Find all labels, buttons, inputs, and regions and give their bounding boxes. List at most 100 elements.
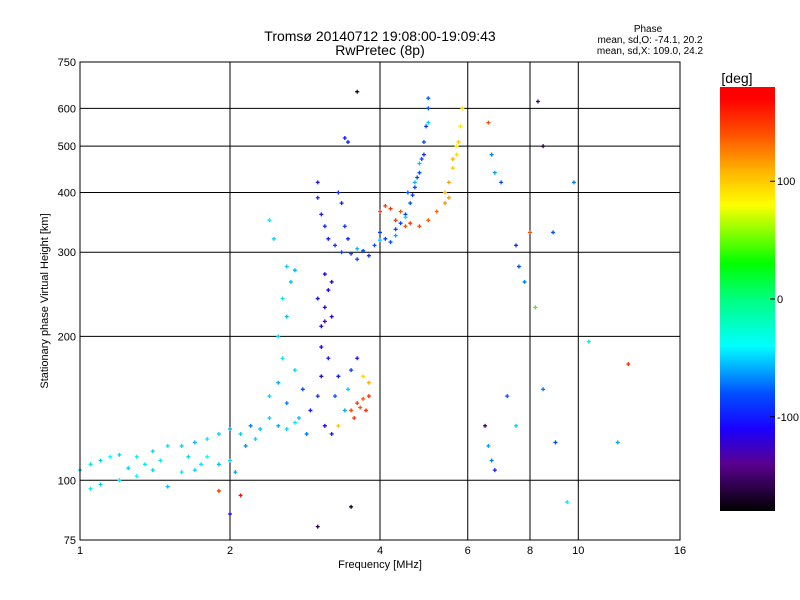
data-point xyxy=(165,484,170,489)
data-point xyxy=(296,415,301,420)
data-point xyxy=(419,157,424,162)
data-point xyxy=(228,458,232,463)
data-point xyxy=(322,272,327,277)
data-point xyxy=(315,394,320,399)
stats-x-mode: mean, sd,X: 109.0, 24.2 xyxy=(597,46,704,57)
data-point xyxy=(142,462,147,467)
x-tick-label: 1 xyxy=(77,545,83,557)
data-point xyxy=(393,233,398,238)
data-point xyxy=(355,257,360,262)
data-point xyxy=(276,334,281,339)
data-point xyxy=(319,374,324,379)
data-point xyxy=(284,401,289,406)
data-point xyxy=(366,380,371,385)
data-point xyxy=(450,157,455,162)
data-point xyxy=(615,440,620,445)
data-point xyxy=(267,218,272,223)
data-point xyxy=(134,454,139,459)
x-tick-label: 6 xyxy=(465,545,471,557)
data-point xyxy=(499,180,504,185)
y-tick-label: 100 xyxy=(58,475,76,487)
data-point xyxy=(345,387,350,392)
data-point xyxy=(267,415,272,420)
data-point xyxy=(456,140,461,145)
data-point xyxy=(117,478,122,483)
data-point xyxy=(179,443,184,448)
data-point xyxy=(98,482,103,487)
data-point xyxy=(352,415,357,420)
data-point xyxy=(339,250,344,255)
data-point xyxy=(284,314,289,319)
colorbar-tick-label: 0 xyxy=(777,294,783,306)
data-point xyxy=(361,374,366,379)
data-point xyxy=(326,236,331,241)
data-point xyxy=(192,468,197,473)
data-point xyxy=(216,431,221,436)
data-point xyxy=(535,99,540,104)
x-tick-label: 4 xyxy=(377,545,383,557)
data-point xyxy=(253,436,258,441)
data-point xyxy=(304,431,309,436)
data-point xyxy=(329,314,334,319)
data-point xyxy=(372,243,377,248)
data-point xyxy=(336,423,341,428)
data-point xyxy=(458,124,463,129)
data-point xyxy=(134,474,139,479)
data-point xyxy=(322,224,327,229)
data-point xyxy=(434,209,439,214)
data-point xyxy=(454,144,459,149)
data-point xyxy=(355,246,360,251)
data-point xyxy=(158,458,163,463)
data-point xyxy=(199,462,204,467)
data-point xyxy=(300,387,305,392)
data-point xyxy=(308,408,313,413)
data-point xyxy=(333,394,338,399)
x-tick-label: 10 xyxy=(572,545,584,557)
y-tick-label: 75 xyxy=(64,535,76,547)
data-point xyxy=(412,185,417,190)
data-point xyxy=(541,387,546,392)
data-point xyxy=(349,251,354,256)
y-tick-labels: 75 100 200 300 400 500 600 750 xyxy=(58,57,76,547)
data-point xyxy=(258,427,263,432)
data-point xyxy=(292,268,297,273)
data-point xyxy=(403,224,408,229)
x-tick-label: 8 xyxy=(527,545,533,557)
data-point xyxy=(322,305,327,310)
data-point xyxy=(98,458,103,463)
data-point xyxy=(565,500,570,505)
data-point xyxy=(117,452,122,457)
data-point xyxy=(243,443,248,448)
data-point xyxy=(442,201,447,206)
chart-subtitle: RwPretec (8p) xyxy=(335,42,424,58)
data-point xyxy=(186,454,191,459)
data-point xyxy=(388,240,393,245)
data-point xyxy=(216,488,221,493)
data-point xyxy=(364,408,369,413)
data-point xyxy=(514,423,519,428)
data-point xyxy=(322,423,327,428)
data-point xyxy=(276,380,281,385)
data-point xyxy=(248,423,253,428)
data-point xyxy=(329,279,334,284)
y-tick-label: 400 xyxy=(58,187,76,199)
data-point xyxy=(426,218,431,223)
data-point xyxy=(426,120,431,125)
data-point xyxy=(238,431,243,436)
stats-o-mode: mean, sd,O: -74.1, 20.2 xyxy=(597,35,702,46)
chart-title: Tromsø 20140712 19:08:00-19:09:43 xyxy=(264,28,496,44)
data-point xyxy=(276,423,281,428)
data-point xyxy=(417,224,422,229)
data-point xyxy=(410,193,415,198)
data-point xyxy=(366,394,371,399)
data-point xyxy=(378,238,382,243)
data-point xyxy=(492,170,497,175)
data-point xyxy=(336,374,341,379)
data-point xyxy=(88,486,93,491)
colorbar-ticks: 100 0 -100 xyxy=(770,176,799,424)
x-tick-label: 16 xyxy=(674,545,686,557)
data-point xyxy=(424,124,429,129)
data-point xyxy=(586,339,591,344)
data-point xyxy=(551,230,556,235)
data-point xyxy=(288,279,293,284)
